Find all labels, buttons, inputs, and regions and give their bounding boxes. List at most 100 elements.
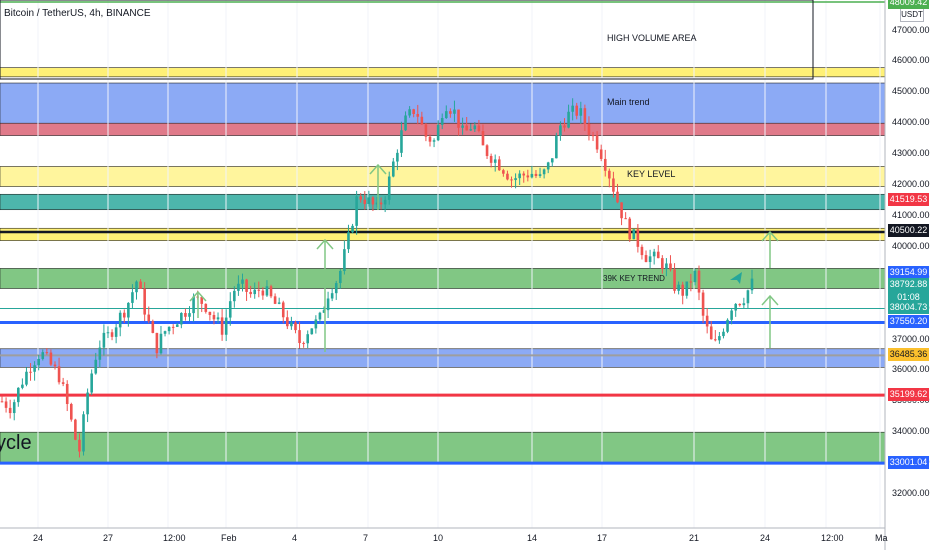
candle-body-26 xyxy=(106,332,110,334)
time-tick: 10 xyxy=(433,533,444,543)
candle-body-69 xyxy=(281,302,285,318)
candle-body-72 xyxy=(294,322,297,331)
time-tick: 17 xyxy=(597,533,608,543)
candle-body-11 xyxy=(45,352,49,354)
candle-body-52 xyxy=(212,315,216,320)
candle-body-77 xyxy=(314,319,318,329)
candle-body-131 xyxy=(534,173,538,176)
candle-body-116 xyxy=(473,125,477,130)
candle-body-39 xyxy=(159,333,163,354)
candle-body-132 xyxy=(538,174,542,176)
candle-body-119 xyxy=(485,145,489,156)
candle-body-182 xyxy=(742,303,746,306)
candle-body-173 xyxy=(705,315,709,327)
candle-body-118 xyxy=(481,131,485,146)
candle-body-73 xyxy=(298,330,301,344)
candle-body-108 xyxy=(440,118,444,125)
candle-body-46 xyxy=(188,313,191,317)
candle-body-147 xyxy=(599,149,603,159)
candle-body-156 xyxy=(636,229,640,247)
candle-body-105 xyxy=(428,136,432,142)
key-trend-label: 39K KEY TREND xyxy=(603,274,665,283)
candle-body-29 xyxy=(118,312,122,328)
candle-body-169 xyxy=(689,281,693,283)
candle-body-23 xyxy=(94,359,98,374)
candle-body-83 xyxy=(339,270,342,284)
candle-body-154 xyxy=(628,218,632,240)
price-tick: 46000.00 xyxy=(892,55,930,66)
candle-body-101 xyxy=(412,109,415,114)
time-tick: 24 xyxy=(760,533,771,543)
candle-body-96 xyxy=(392,161,395,177)
candle-body-45 xyxy=(184,312,187,317)
candle-body-21 xyxy=(86,392,89,415)
candle-body-103 xyxy=(420,116,424,125)
candle-body-1 xyxy=(4,401,8,408)
zone-7 xyxy=(0,348,886,368)
candle-body-88 xyxy=(359,196,362,200)
candle-body-14 xyxy=(57,366,61,383)
candle-body-134 xyxy=(546,162,550,170)
candle-body-179 xyxy=(730,310,733,320)
currency-label[interactable]: USDT xyxy=(900,7,924,22)
candle-body-100 xyxy=(408,109,411,116)
candle-body-87 xyxy=(355,196,358,226)
cycle-label: ycle xyxy=(0,432,32,454)
candle-body-9 xyxy=(37,358,40,366)
candle-body-167 xyxy=(681,284,685,296)
candle-body-18 xyxy=(74,419,77,440)
candle-body-129 xyxy=(526,175,530,178)
candle-body-153 xyxy=(624,218,627,220)
price-tick: 34000.00 xyxy=(892,426,930,437)
candle-body-98 xyxy=(400,130,403,153)
candle-body-51 xyxy=(208,311,212,316)
candle-body-90 xyxy=(367,197,371,205)
candle-body-159 xyxy=(648,256,652,263)
candle-body-12 xyxy=(49,352,53,365)
candle-body-91 xyxy=(371,197,375,205)
candle-body-164 xyxy=(669,263,672,270)
candle-body-63 xyxy=(257,289,261,291)
candle-body-107 xyxy=(436,124,440,141)
candle-body-37 xyxy=(151,321,155,333)
candle-body-59 xyxy=(241,279,244,284)
price-tick: 45000.00 xyxy=(892,86,930,97)
candle-body-40 xyxy=(163,331,167,334)
price-tick: 47000.00 xyxy=(892,24,930,35)
candle-body-102 xyxy=(416,113,420,117)
candle-body-149 xyxy=(608,170,611,179)
candle-body-139 xyxy=(567,111,570,128)
candle-body-19 xyxy=(78,439,81,452)
candle-body-151 xyxy=(616,191,619,203)
candle-body-146 xyxy=(595,135,599,150)
candle-body-138 xyxy=(563,125,566,128)
candle-body-155 xyxy=(632,229,636,240)
candle-body-109 xyxy=(444,111,448,119)
candle-body-166 xyxy=(677,284,680,291)
arrows-layer xyxy=(189,163,779,352)
candle-body-97 xyxy=(396,152,399,162)
candle-body-181 xyxy=(738,303,742,306)
candle-body-17 xyxy=(69,404,73,420)
candle-body-80 xyxy=(326,298,330,311)
candle-body-178 xyxy=(726,319,729,332)
candle-body-50 xyxy=(204,303,208,312)
candle-body-84 xyxy=(343,249,346,271)
candle-body-76 xyxy=(310,328,314,335)
candle-body-94 xyxy=(383,199,387,205)
candle-body-86 xyxy=(351,225,354,233)
candle-body-93 xyxy=(379,202,383,205)
candle-body-33 xyxy=(135,281,138,293)
candle-body-13 xyxy=(53,364,57,367)
main-trend-label: Main trend xyxy=(607,97,650,107)
candle-body-20 xyxy=(82,414,85,452)
price-tag: 01:08 xyxy=(888,291,929,304)
arrow-head-0 xyxy=(316,238,334,250)
arrow-head-4 xyxy=(761,294,779,306)
grid-layer xyxy=(37,0,881,528)
price-tick: 37000.00 xyxy=(892,333,930,344)
candle-body-43 xyxy=(175,324,179,327)
price-tick: 43000.00 xyxy=(892,148,930,159)
candle-body-24 xyxy=(98,347,102,360)
